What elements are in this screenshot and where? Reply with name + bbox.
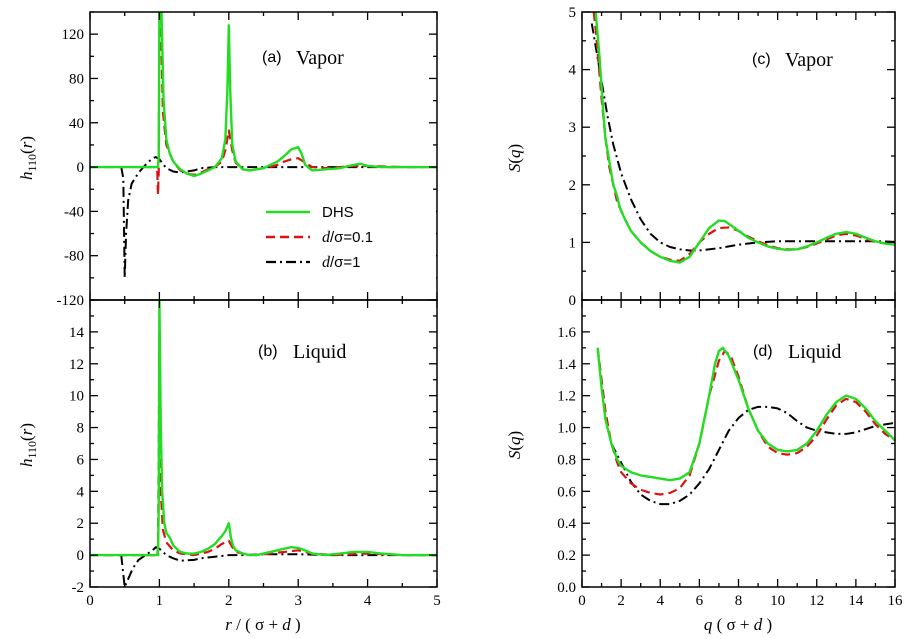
panel-d-ytick-label: 1.0 (557, 421, 576, 437)
panel-d-series (596, 346, 895, 506)
panel-a-ytick-label: 120 (62, 27, 85, 43)
panel-c-ytick-label: 2 (569, 178, 577, 194)
panel-d-xtick-label: 0 (578, 593, 586, 609)
panel-b-xlabel: r / ( σ + d ) (225, 615, 300, 634)
panel-d-xlabel: q ( σ + d ) (704, 615, 772, 634)
panel-d-xtick-label: 10 (770, 593, 785, 609)
panel-b-series (90, 300, 437, 587)
panel-d-title: Liquid (788, 341, 841, 363)
panel-d-ytick-label: 0.8 (557, 452, 576, 468)
panel-b-xtick-label: 2 (225, 593, 233, 609)
panel-a-ytick-label: -80 (64, 249, 84, 265)
panel-d-xtick-label: 8 (735, 593, 743, 609)
panel-c-vapor-sq: 0 1 2 3 4 5 (c) Vapor S(q) (505, 5, 896, 309)
panel-d-ytick-label: 0.6 (557, 484, 576, 500)
panel-b-title: Liquid (293, 341, 346, 363)
panel-c-frame (581, 11, 896, 301)
panel-b-series-d1 (120, 546, 437, 587)
panel-d-xtick-label: 14 (848, 593, 864, 609)
panel-c-ytick-label: 1 (569, 235, 577, 251)
panel-c-title: Vapor (785, 49, 833, 71)
panel-d-ytick-label: 1.4 (557, 357, 576, 373)
panel-c-series (590, 12, 895, 264)
panel-b-ytick-label: 8 (77, 421, 85, 437)
panel-d-ytick-label: 0.0 (557, 580, 576, 596)
panel-d-series-d1 (610, 405, 895, 506)
legend-entry-d01: d/σ=0.1 (322, 229, 373, 246)
panel-c-series-d1 (590, 23, 895, 252)
panel-d-label: (d) (753, 343, 773, 360)
panel-a-ytick-label: 80 (69, 71, 84, 87)
panel-c-series-d01 (592, 12, 895, 262)
panel-a-series-d1 (120, 156, 437, 279)
panel-a-vapor-h110: -120 -80 -40 0 40 80 120 (a) Vapor h110(r) DHS… (17, 11, 438, 309)
panel-d-xtick-label: 6 (696, 593, 704, 609)
panel-b-ytick-label: 4 (77, 484, 85, 500)
panel-a-series-d01 (90, 12, 437, 196)
panel-d-liquid-sq: 0 2 4 6 8 10 12 14 16 0.0 0.2 0.4 0.6 0.8 1.0 1.2 1.4 1.6… (505, 299, 904, 634)
panel-d-ytick-label: 1.6 (557, 325, 576, 341)
panel-d-frame (581, 299, 896, 588)
panel-b-frame (89, 299, 438, 588)
panel-c-ylabel: S(q) (505, 144, 524, 172)
panel-b-ytick-label: 2 (77, 516, 85, 532)
panel-b-xtick-label: 0 (86, 593, 94, 609)
panel-b-xtick-label: 4 (364, 593, 372, 609)
panel-b-xtick-label: 3 (294, 593, 302, 609)
panel-d-ylabel: S(q) (505, 431, 524, 459)
panel-b-ytick-label: 12 (69, 357, 84, 373)
panel-a-ytick-label: 40 (69, 116, 84, 132)
panel-b-series-d01 (90, 330, 437, 558)
panel-c-series-dhs (594, 12, 895, 264)
panel-b-ytick-label: 10 (69, 389, 84, 405)
panel-a-series (90, 12, 437, 279)
panel-a-ytick-label: 0 (77, 160, 85, 176)
panel-a-ytick-label: -40 (64, 204, 84, 220)
panel-d-xtick-label: 2 (617, 593, 625, 609)
panel-d-xtick-label: 4 (657, 593, 665, 609)
panel-b-xtick-label: 5 (433, 593, 441, 609)
panel-a-ytick-label: -120 (57, 293, 85, 309)
panel-c-ytick-label: 5 (569, 5, 577, 21)
panel-a-series-dhs (90, 12, 437, 178)
panel-b-xtick-label: 1 (156, 593, 164, 609)
panel-b-ytick-label: 6 (77, 452, 85, 468)
panel-c-ticks: 0 1 2 3 4 5 (569, 5, 896, 309)
legend: DHS d/σ=0.1 d/σ=1 (258, 193, 436, 280)
panel-a-ylabel: h110(r) (17, 136, 39, 180)
panel-b-ytick-label: 14 (69, 325, 85, 341)
panel-c-label: (c) (752, 51, 771, 68)
panel-d-ticks: 0 2 4 6 8 10 12 14 16 0.0 0.2 0.4 0.6 0.8 1.0 1.2 1.4 1.6 (557, 299, 904, 609)
legend-entry-d1: d/σ=1 (322, 254, 361, 271)
panel-c-ytick-label: 4 (569, 63, 577, 79)
panel-b-ylabel: h110(r) (17, 423, 39, 467)
legend-entry-dhs: DHS (322, 204, 354, 221)
panel-d-series-dhs (596, 346, 895, 482)
panel-d-series-d01 (596, 347, 895, 496)
panel-b-label: (b) (258, 343, 278, 360)
panel-b-series-dhs (90, 300, 437, 557)
panel-c-ytick-label: 3 (569, 120, 577, 136)
panel-d-xtick-label: 12 (809, 593, 824, 609)
panel-d-ytick-label: 0.4 (557, 516, 576, 532)
panel-d-ytick-label: 0.2 (557, 548, 576, 564)
panel-d-xtick-label: 16 (888, 593, 904, 609)
panel-a-title: Vapor (296, 47, 344, 69)
panel-a-label: (a) (262, 49, 282, 66)
panel-d-ytick-label: 1.2 (557, 389, 576, 405)
panel-c-ytick-label: 0 (569, 293, 577, 309)
panel-b-ytick-label: -2 (72, 580, 85, 596)
panel-b-ytick-label: 0 (77, 548, 85, 564)
